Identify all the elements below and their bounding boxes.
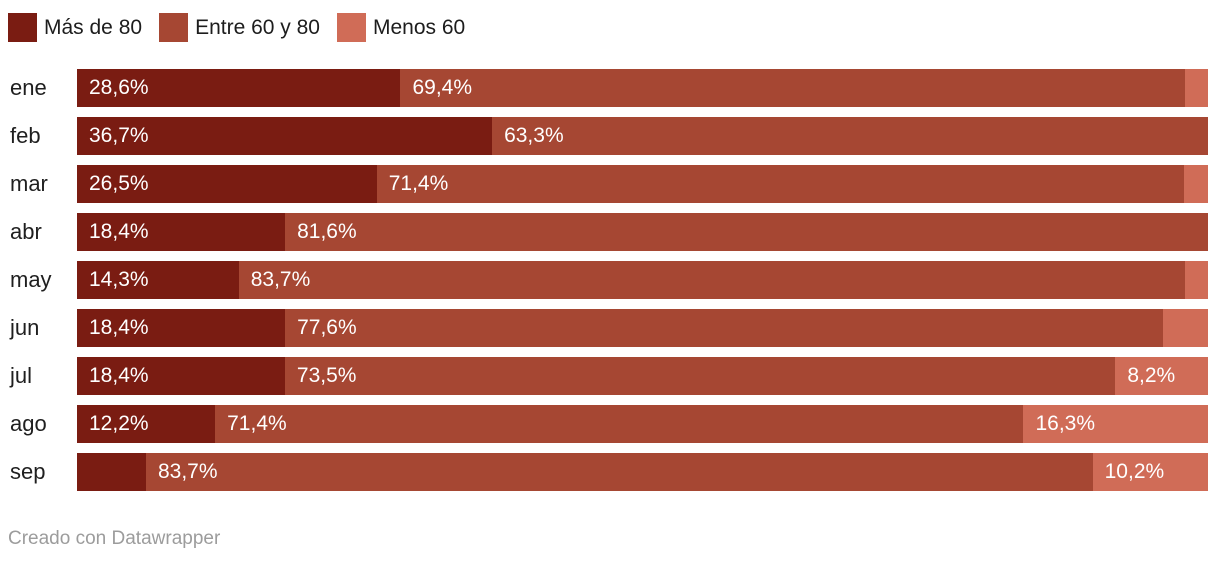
bar-may: 14,3% 83,7%: [77, 261, 1208, 299]
row-label: abr: [10, 219, 42, 244]
legend-swatch-menos-60: [336, 12, 366, 42]
bar-segment[interactable]: 10,2%: [1092, 453, 1208, 491]
stacked-bar-chart: ene 28,6% 69,4% feb 36,7% 63,3% mar 26,5% 71,4% a…: [0, 69, 1208, 491]
datawrapper-credit-link[interactable]: Creado con Datawrapper: [8, 528, 221, 549]
legend-item-entre-60-y-80: Entre 60 y 80: [159, 12, 320, 42]
chart-row-mar: mar 26,5% 71,4%: [0, 165, 1208, 203]
bar-segment[interactable]: 71,4%: [215, 405, 1024, 443]
legend-label: Entre 60 y 80: [195, 15, 320, 39]
segment-value-label: 18,4%: [89, 220, 149, 243]
bar-segment[interactable]: [1185, 69, 1208, 107]
bar-ene: 28,6% 69,4%: [77, 69, 1208, 107]
segment-value-label: 18,4%: [89, 316, 149, 339]
segment-value-label: 71,4%: [227, 412, 287, 435]
segment-value-label: 63,3%: [504, 124, 564, 147]
segment-value-label: 77,6%: [297, 316, 357, 339]
segment-value-label: 8,2%: [1127, 364, 1176, 387]
bar-segment[interactable]: [1162, 309, 1208, 347]
row-label: ago: [10, 411, 47, 436]
segment-value-label: 36,7%: [89, 124, 149, 147]
bar-segment[interactable]: 16,3%: [1023, 405, 1208, 443]
bar-jul: 18,4% 73,5% 8,2%: [77, 357, 1208, 395]
chart-row-feb: feb 36,7% 63,3%: [0, 117, 1208, 155]
bar-segment[interactable]: 69,4%: [400, 69, 1186, 107]
segment-value-label: 69,4%: [412, 76, 473, 99]
row-label: ene: [10, 75, 47, 100]
bar-segment[interactable]: [1184, 165, 1208, 203]
segment-value-label: 14,3%: [89, 268, 149, 291]
segment-value-label: 10,2%: [1104, 460, 1165, 483]
bar-mar: 26,5% 71,4%: [77, 165, 1208, 203]
chart-row-abr: abr 18,4% 81,6%: [0, 213, 1208, 251]
legend-label: Menos 60: [372, 15, 466, 39]
segment-value-label: 16,3%: [1035, 412, 1096, 435]
segment-value-label: 12,2%: [89, 412, 149, 435]
bar-segment[interactable]: 83,7%: [238, 261, 1186, 299]
row-label: may: [10, 267, 52, 292]
bar-sep: 83,7% 10,2%: [77, 453, 1208, 491]
bar-segment[interactable]: 36,7%: [77, 117, 493, 155]
legend-item-menos-60: Menos 60: [336, 12, 466, 42]
legend-item-mas-de-80: Más de 80: [8, 12, 143, 42]
bar-segment[interactable]: 18,4%: [77, 309, 286, 347]
bar-abr: 18,4% 81,6%: [77, 213, 1208, 251]
segment-value-label: 73,5%: [296, 364, 357, 387]
chart-footer: Creado con Datawrapper: [8, 528, 1220, 550]
bar-segment[interactable]: 26,5%: [77, 165, 377, 203]
bar-segment[interactable]: [1185, 261, 1208, 299]
bar-segment[interactable]: 73,5%: [284, 357, 1116, 395]
bar-segment[interactable]: 28,6%: [77, 69, 401, 107]
segment-value-label: 18,4%: [89, 364, 149, 387]
chart-legend: Más de 80 Entre 60 y 80 Menos 60: [8, 12, 1220, 42]
segment-value-label: 83,7%: [157, 460, 218, 483]
bar-segment[interactable]: 18,4%: [77, 357, 285, 395]
bar-segment[interactable]: 83,7%: [145, 453, 1093, 491]
bar-segment[interactable]: [77, 453, 146, 491]
bar-segment[interactable]: 77,6%: [285, 309, 1163, 347]
segment-value-label: 81,6%: [297, 220, 357, 243]
row-label: jun: [10, 315, 40, 340]
segment-value-label: 26,5%: [89, 172, 149, 195]
segment-value-label: 71,4%: [388, 172, 449, 195]
segment-value-label: 83,7%: [250, 268, 311, 291]
legend-label: Más de 80: [44, 15, 143, 39]
chart-row-ago: ago 12,2% 71,4% 16,3%: [0, 405, 1208, 443]
bar-segment[interactable]: 18,4%: [77, 213, 286, 251]
row-label: feb: [10, 123, 41, 148]
row-label: jul: [10, 363, 33, 388]
bar-segment[interactable]: 8,2%: [1115, 357, 1208, 395]
bar-ago: 12,2% 71,4% 16,3%: [77, 405, 1208, 443]
bar-segment[interactable]: 12,2%: [77, 405, 216, 443]
segment-value-label: 28,6%: [89, 76, 149, 99]
legend-swatch-mas-de-80: [8, 12, 37, 42]
bar-feb: 36,7% 63,3%: [77, 117, 1208, 155]
row-label: sep: [10, 459, 46, 484]
bar-segment[interactable]: 63,3%: [492, 117, 1208, 155]
legend-swatch-entre-60-y-80: [159, 12, 189, 42]
row-label: mar: [10, 171, 48, 196]
chart-row-ene: ene 28,6% 69,4%: [0, 69, 1208, 107]
chart-row-sep: sep 83,7% 10,2%: [0, 453, 1208, 491]
bar-jun: 18,4% 77,6%: [77, 309, 1208, 347]
datawrapper-chart: Más de 80 Entre 60 y 80 Menos 60 ene 28,6…: [0, 12, 1220, 582]
bar-segment[interactable]: 81,6%: [285, 213, 1208, 251]
bar-segment[interactable]: 14,3%: [77, 261, 239, 299]
chart-row-jun: jun 18,4% 77,6%: [0, 309, 1208, 347]
chart-row-may: may 14,3% 83,7%: [0, 261, 1208, 299]
chart-row-jul: jul 18,4% 73,5% 8,2%: [0, 357, 1208, 395]
bar-segment[interactable]: 71,4%: [376, 165, 1185, 203]
